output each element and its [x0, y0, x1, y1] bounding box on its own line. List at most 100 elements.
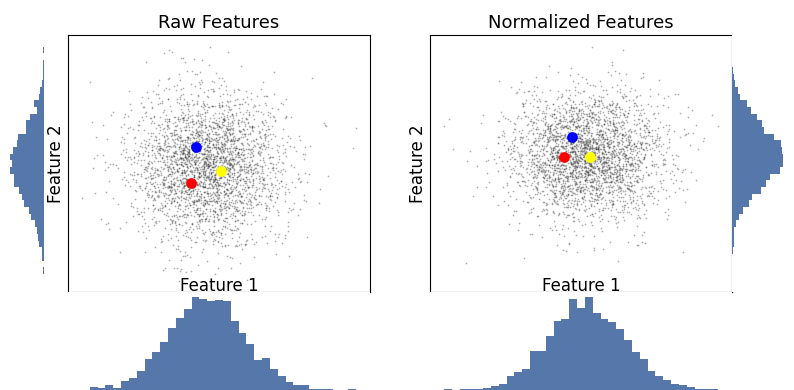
Point: [202, 133, 214, 140]
Point: [544, 123, 557, 129]
Point: [245, 158, 258, 164]
Point: [221, 179, 233, 185]
Bar: [11, 160, 44, 167]
Bar: [29, 207, 44, 214]
Point: [598, 136, 611, 143]
Point: [582, 129, 595, 135]
Point: [615, 135, 628, 141]
Point: [613, 150, 626, 156]
Point: [634, 145, 647, 151]
Point: [534, 131, 547, 137]
Point: [163, 184, 175, 191]
Point: [556, 139, 569, 145]
Point: [224, 151, 237, 157]
Point: [152, 171, 164, 177]
Point: [237, 190, 249, 196]
Point: [212, 191, 225, 197]
Point: [574, 179, 587, 185]
Point: [204, 124, 217, 131]
Point: [157, 152, 170, 158]
Point: [241, 119, 254, 126]
Point: [546, 183, 559, 189]
Point: [121, 113, 134, 119]
Point: [249, 103, 261, 109]
Point: [538, 184, 551, 190]
Point: [191, 101, 203, 107]
Point: [608, 127, 621, 133]
Point: [246, 147, 259, 154]
Point: [541, 101, 553, 108]
Point: [266, 193, 279, 199]
Point: [574, 189, 587, 195]
Point: [188, 144, 201, 150]
Point: [603, 117, 616, 124]
Point: [259, 135, 272, 142]
Point: [198, 108, 211, 115]
Point: [556, 153, 569, 159]
Point: [182, 135, 195, 141]
Point: [84, 79, 97, 85]
Point: [572, 117, 584, 123]
Point: [260, 93, 273, 99]
Bar: [37, 227, 44, 234]
Point: [611, 169, 623, 176]
Point: [210, 198, 222, 204]
Point: [567, 98, 580, 105]
Point: [272, 179, 285, 186]
Point: [168, 188, 181, 195]
Point: [210, 191, 223, 198]
Point: [222, 126, 234, 133]
Point: [245, 145, 257, 152]
Point: [188, 145, 201, 151]
Point: [228, 154, 241, 160]
Point: [214, 124, 227, 131]
Point: [258, 216, 271, 223]
Point: [586, 170, 599, 176]
Point: [563, 135, 576, 141]
Point: [142, 152, 155, 158]
Point: [502, 145, 515, 151]
Point: [585, 184, 598, 191]
Point: [232, 154, 245, 160]
Point: [569, 162, 582, 168]
Point: [158, 125, 171, 131]
Point: [224, 169, 237, 175]
Point: [166, 169, 179, 175]
Point: [557, 177, 569, 183]
Point: [213, 182, 225, 188]
Point: [677, 126, 690, 132]
Point: [236, 199, 249, 205]
Title: Raw Features: Raw Features: [159, 14, 279, 32]
Point: [653, 119, 666, 125]
Point: [231, 119, 244, 125]
Point: [179, 144, 192, 150]
Point: [625, 161, 638, 167]
Point: [153, 140, 166, 146]
Point: [579, 160, 592, 166]
Point: [164, 160, 177, 167]
Point: [605, 159, 618, 165]
Point: [630, 178, 642, 184]
Point: [218, 136, 230, 143]
Point: [627, 96, 640, 103]
Point: [580, 137, 592, 143]
Point: [165, 225, 178, 232]
Point: [191, 92, 204, 98]
Point: [572, 117, 585, 123]
Point: [621, 147, 634, 153]
Point: [221, 98, 233, 104]
Point: [550, 154, 563, 160]
Point: [283, 253, 295, 259]
Point: [192, 170, 205, 176]
Point: [560, 116, 572, 122]
Point: [199, 128, 212, 135]
Point: [169, 143, 182, 149]
Point: [219, 129, 232, 135]
Point: [239, 208, 252, 214]
Point: [561, 191, 574, 197]
Point: [557, 154, 569, 161]
Point: [542, 105, 555, 111]
Point: [172, 137, 185, 143]
Point: [205, 174, 218, 181]
Point: [179, 179, 191, 186]
